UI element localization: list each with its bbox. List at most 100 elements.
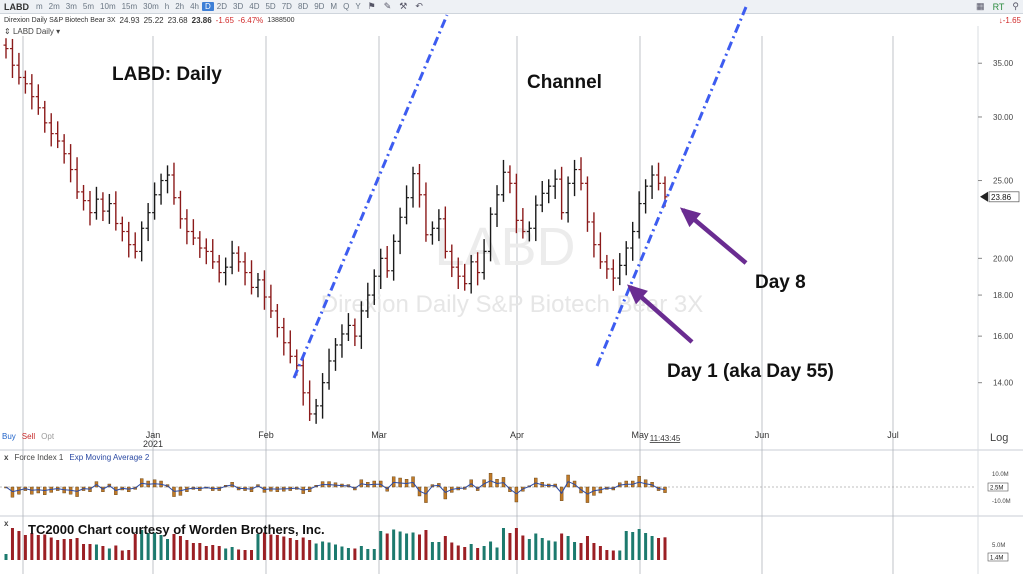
quote-last: 23.86 xyxy=(191,15,212,25)
close-force-index-icon[interactable]: x xyxy=(4,453,9,462)
undo-icon[interactable]: ↶ xyxy=(415,1,423,11)
volume-bar xyxy=(10,528,14,560)
timeframe-5D[interactable]: 5D xyxy=(265,2,276,11)
volume-bar xyxy=(437,542,441,560)
timeframe-D[interactable]: D xyxy=(202,2,214,11)
volume-last: 1.4M xyxy=(990,556,1003,562)
volume-bar xyxy=(534,533,538,560)
y-tick-label: 30.00 xyxy=(993,113,1014,122)
rt-icon[interactable]: RT xyxy=(992,1,1005,12)
timeframe-9D[interactable]: 9D xyxy=(314,2,325,11)
volume-bar xyxy=(346,548,350,560)
volume-bar xyxy=(56,540,60,560)
x-axis-label: Feb xyxy=(258,430,274,440)
volume-bar xyxy=(560,533,564,560)
log-scale-toggle[interactable]: Log xyxy=(990,432,1009,444)
volume-header: x xyxy=(4,519,8,528)
watermark-name: Direxion Daily S&P Biotech Bear 3X xyxy=(321,291,703,318)
force-index-bar xyxy=(488,473,493,488)
volume-bar xyxy=(340,546,344,560)
timeframe-3m[interactable]: 3m xyxy=(65,2,77,11)
sell-button[interactable]: Sell xyxy=(21,432,36,441)
timeframe-15m[interactable]: 15m xyxy=(121,2,138,11)
volume-bar xyxy=(372,549,376,560)
symbol-label[interactable]: LABD xyxy=(4,1,29,12)
last-price-box xyxy=(988,191,1020,203)
volume-bar xyxy=(540,538,544,560)
volume-bar xyxy=(566,536,570,560)
timeframe-4D[interactable]: 4D xyxy=(249,2,260,11)
volume-bar xyxy=(256,534,260,560)
volume-bar xyxy=(243,550,247,560)
timeframe-M[interactable]: M xyxy=(330,2,338,11)
buy-button[interactable]: Buy xyxy=(2,432,16,441)
volume-bar xyxy=(4,554,8,560)
force-index-header: x Force Index 1 Exp Moving Average 2 xyxy=(4,453,149,462)
timeframe-10m[interactable]: 10m xyxy=(100,2,116,11)
y-tick-label: 16.00 xyxy=(993,332,1014,341)
x-axis-label: May xyxy=(631,430,649,440)
timeframe-8D[interactable]: 8D xyxy=(297,2,309,11)
y-tick-label: 18.00 xyxy=(993,291,1014,300)
options-button[interactable]: Opt xyxy=(41,432,55,441)
footer-credit: TC2000 Chart courtesy of Worden Brothers… xyxy=(28,522,325,537)
timeframe-30m[interactable]: 30m xyxy=(143,2,159,11)
force-index-tick: 10.0M xyxy=(992,472,1009,478)
day1-arrow-head xyxy=(627,284,648,305)
volume-bar xyxy=(456,545,460,560)
timeframe-4h[interactable]: 4h xyxy=(190,2,199,11)
volume-bar xyxy=(282,536,286,560)
volume-bar xyxy=(359,546,363,560)
force-index-ema-line xyxy=(5,480,666,495)
tools-icon[interactable]: ⚒ xyxy=(399,1,408,11)
volume-bar xyxy=(476,548,480,560)
timeframe-h[interactable]: h xyxy=(164,2,170,11)
timeframe-m[interactable]: m xyxy=(36,2,43,11)
volume-bar xyxy=(224,548,228,560)
chart-title[interactable]: ⇕ LABD Daily ▾ xyxy=(4,27,61,36)
volume-bar xyxy=(237,549,241,560)
grid-icon[interactable]: ▦ xyxy=(976,1,985,11)
volume-bar xyxy=(49,537,53,560)
volume-bar xyxy=(482,546,486,560)
volume-bar xyxy=(178,536,182,560)
timeframe-7D[interactable]: 7D xyxy=(281,2,292,11)
quote-change: -1.65 xyxy=(215,15,234,25)
volume-tick: 5.0M xyxy=(992,543,1005,549)
close-volume-icon[interactable]: x xyxy=(4,519,9,528)
force-index-bar xyxy=(424,486,428,503)
volume-bar xyxy=(443,536,447,560)
volume-bar xyxy=(637,529,641,560)
volume-bar xyxy=(88,544,92,560)
timeframe-Q[interactable]: Q xyxy=(343,2,350,11)
force-index-label[interactable]: Force Index 1 xyxy=(14,453,64,462)
y-tick-label: 35.00 xyxy=(993,59,1014,68)
volume-bar xyxy=(392,529,396,560)
link-icon[interactable]: ⚲ xyxy=(1012,1,1019,11)
volume-bar xyxy=(501,528,505,560)
volume-bar xyxy=(172,534,176,560)
y-tick-label: 25.00 xyxy=(993,177,1014,186)
x-axis-label: Apr xyxy=(510,430,524,440)
quote-change-pct: -6.47% xyxy=(237,15,264,25)
timeframe-3D[interactable]: 3D xyxy=(233,2,244,11)
channel-line-left xyxy=(292,14,449,379)
lock-icon[interactable]: ⚑ xyxy=(367,1,376,11)
ema-label[interactable]: Exp Moving Average 2 xyxy=(69,453,150,462)
timeframe-5m[interactable]: 5m xyxy=(82,2,95,11)
volume-bar xyxy=(618,550,622,560)
volume-bar xyxy=(598,546,602,560)
volume-bar xyxy=(269,534,273,560)
last-price-marker xyxy=(980,191,988,202)
volume-bar xyxy=(275,535,279,560)
volume-bar xyxy=(82,544,86,560)
pencil-icon[interactable]: ✎ xyxy=(383,1,392,11)
timeframe-Y[interactable]: Y xyxy=(355,2,361,11)
timeframe-2D[interactable]: 2D xyxy=(216,2,228,11)
toolbar: LABD m 2m 3m 5m 10m 15m 30m h 2h 4h D 2D 3D 4D 5D 7D 8D 9… xyxy=(0,0,1023,14)
timeframe-list: m 2m 3m 5m 10m 15m 30m h 2h 4h D 2D 3D 4D 5D 7D 8D 9D M Q Y xyxy=(33,2,364,11)
timeframe-2m[interactable]: 2m xyxy=(48,2,60,11)
channel-line-right xyxy=(595,6,748,367)
timeframe-2h[interactable]: 2h xyxy=(175,2,185,11)
